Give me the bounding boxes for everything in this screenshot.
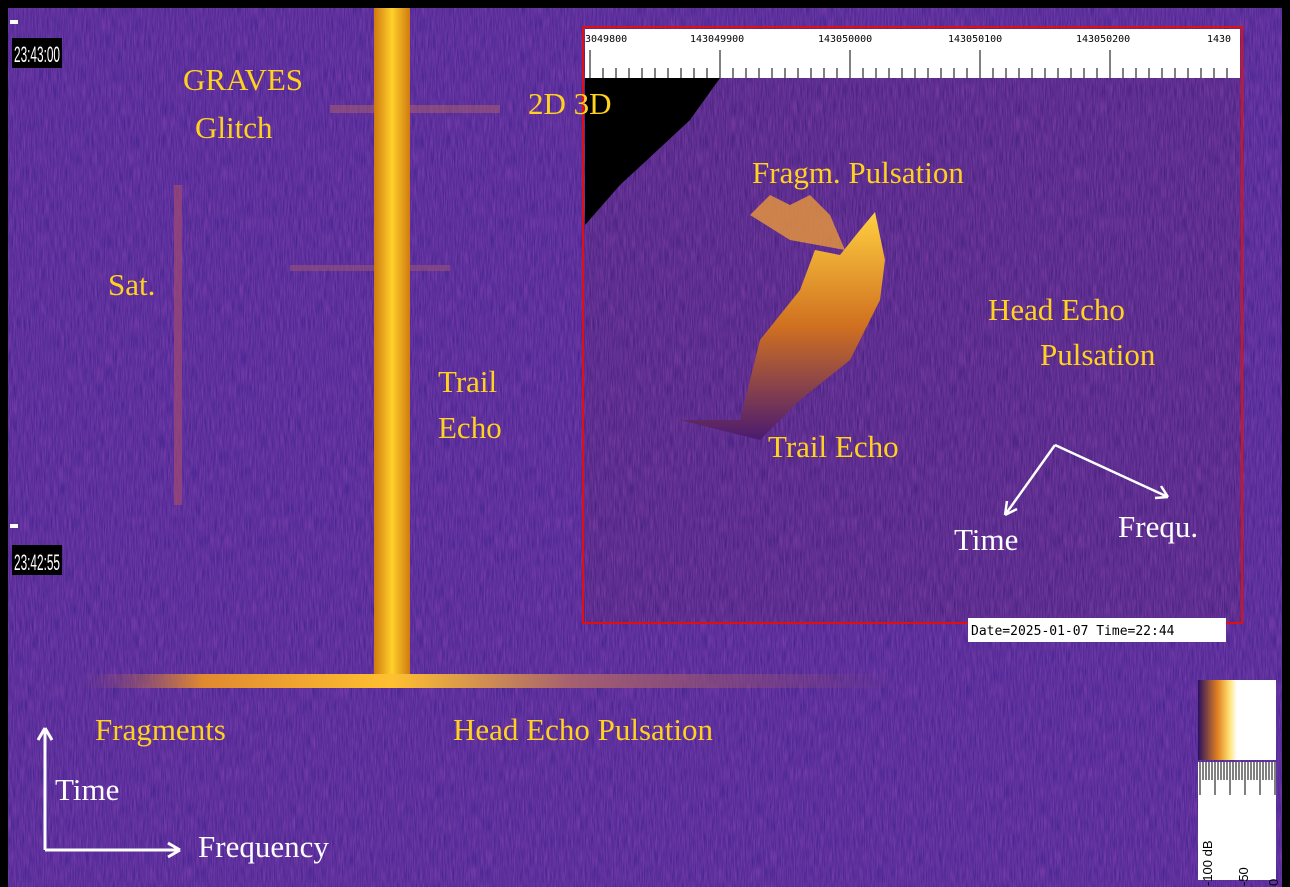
axis-label: Time [954,522,1018,557]
head-echo-trace [80,674,900,688]
date-stamp: Date=2025-01-07 Time=22:44 [971,624,1175,639]
time-marker [10,524,18,528]
annotation: Trail Echo [768,429,899,464]
annotation: Echo [438,410,502,445]
axis-label: Time [55,772,119,807]
ruler-label: 143050100 [948,34,1002,45]
axis-label: Frequency [198,829,329,864]
scale-ruler [1198,762,1276,880]
axis-label: Frequ. [1118,509,1198,544]
time-marker [10,20,18,24]
annotation: Head Echo [988,292,1125,327]
annotation: Sat. [108,267,155,302]
ruler-label: 143050000 [818,34,872,45]
inset-frame [582,26,1243,624]
inset-mask [585,78,720,225]
inset-texture [583,27,1242,623]
frequency-ruler [585,29,1240,78]
peak-surface [680,212,885,440]
glitch-line [290,265,450,271]
date-box [968,618,1226,642]
fragment-surface [750,195,845,250]
annotation: Pulsation [1040,337,1156,372]
timestamp-box [12,545,62,575]
ruler-label: 1430 [1207,34,1231,45]
inset-axis-arrows [1003,443,1170,517]
scale-label: -50 [1236,867,1251,886]
trail-echo-trace [374,8,410,688]
ruler-label: 3049800 [585,34,627,45]
glitch-line [330,105,500,113]
annotation: Head Echo Pulsation [453,712,714,747]
annotation: Fragm. Pulsation [752,155,964,190]
color-scale [1198,680,1276,760]
mode-label: 2D 3D [528,86,612,121]
annotation: Glitch [195,110,273,145]
timestamp: 23:43:00 [14,42,60,67]
timestamp-box [12,38,62,68]
annotation: Trail [438,364,497,399]
annotation: Fragments [95,712,226,747]
satellite-trace [174,185,182,505]
ruler-label: 143050200 [1076,34,1130,45]
main-axis-arrows [36,727,181,859]
annotation: GRAVES [183,62,303,97]
ruler-label: 143049900 [690,34,744,45]
scale-label: -100 dB [1200,840,1215,886]
scale-label: 0 [1266,879,1281,886]
timestamp: 23:42:55 [14,550,60,575]
